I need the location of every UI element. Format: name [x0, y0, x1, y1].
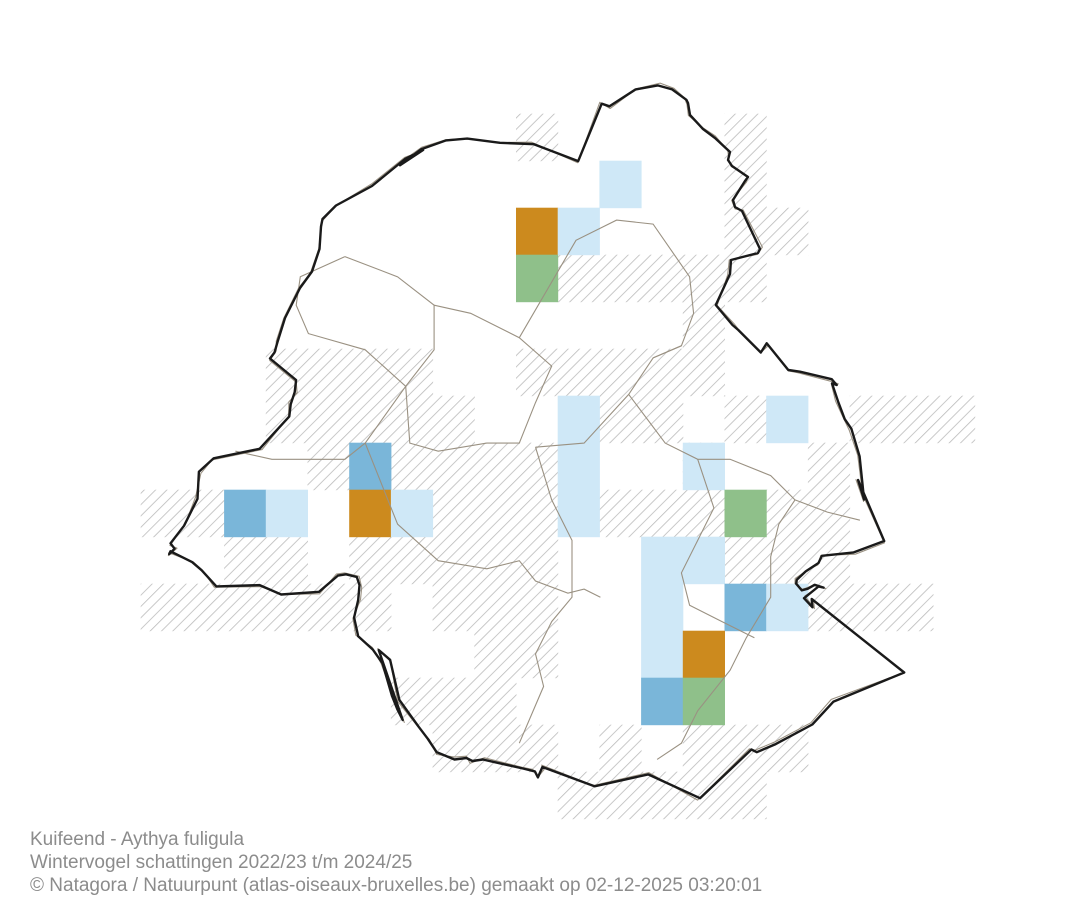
svg-text:© Natagora / Natuurpunt (atlas: © Natagora / Natuurpunt (atlas-oiseaux-b… [30, 875, 762, 896]
svg-text:Kuifeend - Aythya fuligula: Kuifeend - Aythya fuligula [30, 829, 245, 850]
svg-text:Wintervogel schattingen 2022/2: Wintervogel schattingen 2022/23 t/m 2024… [30, 852, 412, 873]
